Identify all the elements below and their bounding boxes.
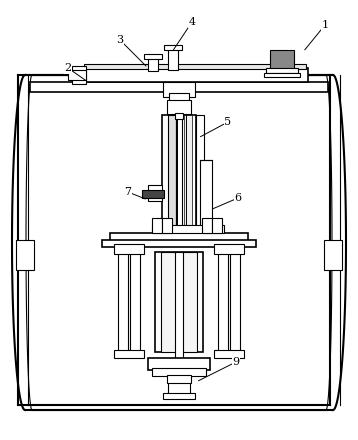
Bar — [214, 244, 244, 254]
Bar — [218, 252, 228, 352]
Bar — [130, 252, 140, 352]
Bar — [230, 252, 240, 352]
Bar — [161, 252, 197, 352]
Bar — [155, 252, 203, 352]
Bar — [84, 64, 306, 69]
Bar — [212, 218, 222, 233]
Bar — [168, 48, 178, 70]
Bar — [163, 393, 195, 399]
Bar — [110, 233, 248, 243]
Bar — [324, 240, 342, 270]
Bar — [167, 100, 191, 114]
Bar — [68, 70, 86, 80]
Bar — [144, 54, 162, 59]
Bar — [102, 240, 256, 247]
Bar — [30, 82, 328, 92]
Bar — [175, 113, 183, 119]
Bar — [176, 115, 182, 227]
Text: 4: 4 — [188, 17, 195, 27]
Text: 1: 1 — [321, 20, 329, 30]
Bar — [114, 244, 144, 254]
Bar — [175, 252, 183, 382]
Bar — [168, 382, 190, 394]
Bar — [202, 218, 212, 233]
Text: 5: 5 — [224, 117, 232, 127]
Bar — [152, 368, 206, 376]
Bar — [142, 190, 164, 198]
Bar — [164, 45, 182, 50]
Bar — [168, 115, 176, 227]
Bar — [148, 358, 210, 370]
Text: 3: 3 — [116, 35, 124, 45]
Text: 6: 6 — [234, 193, 242, 203]
Bar — [118, 252, 128, 352]
Bar — [214, 350, 244, 358]
Text: 7: 7 — [125, 187, 131, 197]
Bar — [184, 115, 192, 227]
Bar — [162, 218, 172, 233]
Bar — [148, 57, 158, 71]
Bar — [167, 375, 191, 383]
Bar — [152, 225, 224, 233]
Bar — [152, 218, 162, 233]
Bar — [82, 68, 308, 82]
Text: 9: 9 — [232, 357, 240, 367]
Bar — [264, 73, 300, 77]
Bar — [270, 50, 294, 70]
Text: 2: 2 — [64, 63, 72, 73]
Bar — [163, 82, 195, 97]
Bar — [196, 115, 204, 227]
Bar — [72, 66, 86, 84]
Bar — [266, 68, 298, 73]
Bar — [114, 350, 144, 358]
Bar — [162, 115, 196, 227]
Bar — [169, 93, 189, 101]
Bar — [16, 240, 34, 270]
Bar — [148, 185, 162, 201]
Bar — [200, 160, 212, 230]
